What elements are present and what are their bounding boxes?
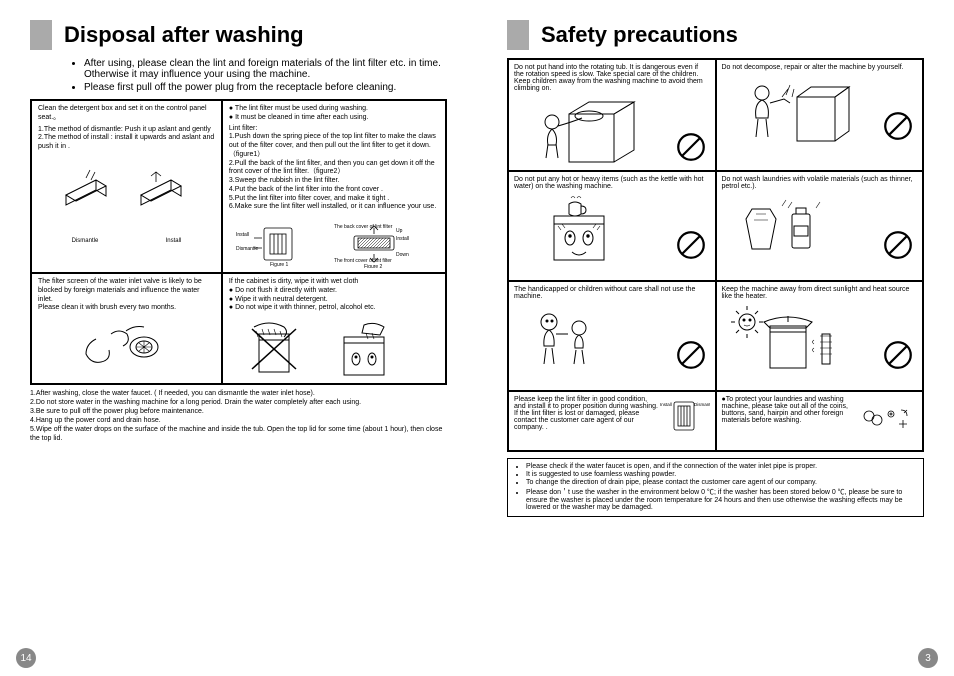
text: Do not decompose, repair or alter the ma… bbox=[722, 64, 918, 71]
safety-cell: Keep the machine away from direct sunlig… bbox=[716, 281, 924, 391]
mini-illus: Install Dismantle bbox=[660, 396, 710, 446]
prohibit-icon bbox=[676, 340, 706, 370]
safety-cell: Do not wash laundries with volatile mate… bbox=[716, 171, 924, 281]
page-right: Safety precautions Do not put hand into … bbox=[477, 0, 954, 676]
safety-cell: Do not decompose, repair or alter the ma… bbox=[716, 59, 924, 171]
safety-cell: The handicapped or children without care… bbox=[508, 281, 716, 391]
text: Do not put any hot or heavy items (such … bbox=[514, 176, 710, 190]
page-title: Safety precautions bbox=[541, 22, 738, 48]
prohibit-icon bbox=[883, 230, 913, 260]
text: ● Do not flush it directly with water. bbox=[229, 287, 439, 296]
lint-filter-illustration: Install Dismantle Figure 1 The back cove… bbox=[229, 218, 439, 268]
svg-text:The back cover of lint filter: The back cover of lint filter bbox=[334, 224, 393, 230]
footnote: 1.After washing, close the water faucet.… bbox=[30, 389, 447, 398]
illus-hot-item bbox=[514, 194, 710, 264]
svg-text:Up: Up bbox=[396, 228, 403, 234]
prohibit-icon bbox=[676, 230, 706, 260]
cell-cabinet: If the cabinet is dirty, wipe it with we… bbox=[222, 273, 446, 384]
safety-cell-lint: Please keep the lint filter in good cond… bbox=[508, 391, 716, 451]
subhead: Lint filter: bbox=[229, 125, 439, 134]
text: ● Wipe it with neutral detergent. bbox=[229, 296, 439, 305]
tip: To change the direction of drain pipe, p… bbox=[526, 479, 917, 486]
svg-text:Down: Down bbox=[396, 252, 409, 258]
text: ●To protect your laundries and washing m… bbox=[722, 396, 858, 446]
tip: Please don＇t use the washer in the envir… bbox=[526, 487, 917, 511]
text: Please keep the lint filter in good cond… bbox=[514, 396, 660, 446]
text: ● The lint filter must be used during wa… bbox=[229, 105, 439, 114]
safety-cell: Do not put any hot or heavy items (such … bbox=[508, 171, 716, 281]
intro-bullets: After using, please clean the lint and f… bbox=[30, 58, 447, 93]
svg-text:Install: Install bbox=[396, 236, 409, 242]
cell-inlet-valve: The filter screen of the water inlet val… bbox=[31, 273, 222, 384]
header: Disposal after washing bbox=[30, 20, 447, 50]
svg-text:Figure 2: Figure 2 bbox=[364, 264, 383, 268]
safety-grid: Do not put hand into the rotating tub. I… bbox=[507, 58, 924, 452]
footnote: 3.Be sure to pull off the power plug bef… bbox=[30, 407, 447, 416]
svg-text:Dismantle: Dismantle bbox=[694, 402, 710, 407]
page-number: 14 bbox=[16, 648, 36, 668]
illus-child-tub bbox=[514, 96, 710, 166]
text: If the cabinet is dirty, wipe it with we… bbox=[229, 278, 439, 287]
cell-detergent-box: Clean the detergent box and set it on th… bbox=[31, 100, 222, 273]
illus-volatile bbox=[722, 194, 918, 264]
title-block bbox=[30, 20, 52, 50]
caption-dismantle: Dismantle bbox=[72, 238, 99, 246]
page-left: Disposal after washing After using, plea… bbox=[0, 0, 477, 676]
footnote: 4.Hang up the power cord and drain hose. bbox=[30, 416, 447, 425]
inlet-valve-illustration bbox=[38, 319, 215, 374]
text: 1.The method of dismantle: Push it up as… bbox=[38, 126, 215, 135]
text: 2.The method of install : install it upw… bbox=[38, 134, 215, 152]
prohibit-icon bbox=[883, 111, 913, 141]
header: Safety precautions bbox=[507, 20, 924, 50]
svg-text:Dismantle: Dismantle bbox=[236, 246, 258, 252]
footnote: 5.Wipe off the water drops on the surfac… bbox=[30, 425, 447, 443]
tip: It is suggested to use foamless washing … bbox=[526, 471, 917, 478]
prohibit-icon bbox=[676, 132, 706, 162]
safety-cell: Do not put hand into the rotating tub. I… bbox=[508, 59, 716, 171]
steps: 1.Push down the spring piece of the top … bbox=[229, 133, 439, 212]
safety-cell-coins: ●To protect your laundries and washing m… bbox=[716, 391, 924, 451]
text: Do not wash laundries with volatile mate… bbox=[722, 176, 918, 190]
illus-children bbox=[514, 304, 710, 374]
illus-repair bbox=[722, 75, 918, 145]
svg-text:Install: Install bbox=[660, 402, 672, 407]
footnotes: 1.After washing, close the water faucet.… bbox=[30, 389, 447, 444]
cabinet-illustration bbox=[229, 319, 439, 379]
detergent-box-illustration bbox=[38, 158, 215, 238]
text: The filter screen of the water inlet val… bbox=[38, 278, 215, 313]
intro-bullet: Please first pull off the power plug fro… bbox=[84, 82, 447, 93]
mini-illus bbox=[857, 396, 917, 446]
illus-sunlight bbox=[722, 304, 918, 374]
intro-bullet: After using, please clean the lint and f… bbox=[84, 58, 447, 80]
text: Clean the detergent box and set it on th… bbox=[38, 105, 215, 123]
svg-text:Install: Install bbox=[236, 232, 249, 238]
tips-box: Please check if the water faucet is open… bbox=[507, 458, 924, 517]
caption-install: Install bbox=[166, 238, 182, 246]
text: Do not put hand into the rotating tub. I… bbox=[514, 64, 710, 92]
prohibit-icon bbox=[883, 340, 913, 370]
page-number: 3 bbox=[918, 648, 938, 668]
footnote: 2.Do not store water in the washing mach… bbox=[30, 398, 447, 407]
title-block bbox=[507, 20, 529, 50]
tip: Please check if the water faucet is open… bbox=[526, 463, 917, 470]
page-title: Disposal after washing bbox=[64, 22, 304, 48]
text: The handicapped or children without care… bbox=[514, 286, 710, 300]
svg-text:Figure 1: Figure 1 bbox=[270, 262, 289, 268]
disposal-table: Clean the detergent box and set it on th… bbox=[30, 99, 447, 385]
text: Keep the machine away from direct sunlig… bbox=[722, 286, 918, 300]
cell-lint-filter: ● The lint filter must be used during wa… bbox=[222, 100, 446, 273]
text: ● Do not wipe it with thinner, petrol, a… bbox=[229, 304, 439, 313]
text: ● It must be cleaned in time after each … bbox=[229, 114, 439, 123]
